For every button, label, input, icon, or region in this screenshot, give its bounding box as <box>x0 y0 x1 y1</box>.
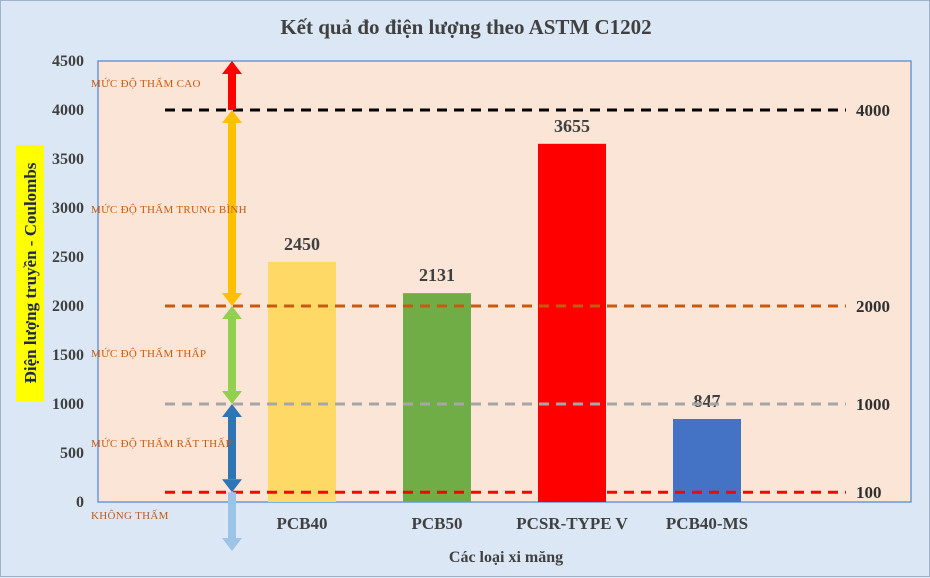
zone-arrow-head-down <box>222 479 242 493</box>
zone-label: MỨC ĐỘ THẤM THẤP <box>91 347 206 360</box>
zone-arrow-head-down <box>222 391 242 404</box>
y-tick-label: 500 <box>60 445 84 462</box>
y-tick-label: 0 <box>76 494 84 511</box>
x-category-label: PCB40 <box>277 514 328 533</box>
x-category-label: PCB50 <box>412 514 463 533</box>
zone-arrow-shaft <box>228 492 236 538</box>
zone-arrow-head-up <box>222 110 242 123</box>
y-tick-label: 2500 <box>52 249 84 266</box>
y-tick-label: 1500 <box>52 347 84 364</box>
bar-value-label: 847 <box>694 391 721 411</box>
zone-arrow-head-down <box>222 538 242 551</box>
y-tick-label: 1000 <box>52 396 84 413</box>
bar-value-label: 3655 <box>554 116 590 136</box>
bar <box>268 261 336 502</box>
threshold-label: 2000 <box>856 297 890 316</box>
y-tick-label: 3500 <box>52 151 84 168</box>
bar <box>403 293 471 502</box>
y-axis-label-highlight <box>16 145 44 401</box>
zone-label: MỨC ĐỘ THẤM CAO <box>91 77 201 90</box>
x-category-label: PCB40-MS <box>666 514 748 533</box>
zone-arrow-head-up <box>222 404 242 417</box>
chart-title: Kết quả đo điện lượng theo ASTM C1202 <box>280 15 651 39</box>
bar-value-label: 2131 <box>419 265 455 285</box>
threshold-label: 1000 <box>856 395 890 414</box>
zone-arrow-shaft <box>228 417 236 480</box>
y-tick-label: 4500 <box>52 53 84 70</box>
threshold-label: 4000 <box>856 101 890 120</box>
y-tick-label: 4000 <box>52 102 84 119</box>
bar-value-label: 2450 <box>284 234 320 254</box>
x-category-label: PCSR-TYPE V <box>516 514 628 533</box>
zone-arrow-head-down <box>222 293 242 306</box>
y-tick-label: 3000 <box>52 200 84 217</box>
y-axis-ticks: 0 500 1000 1500 2000 2500 3000 3500 4000 4500 <box>52 53 84 511</box>
bar <box>538 143 606 502</box>
bar <box>673 418 741 502</box>
zone-label: MỨC ĐỘ THẤM RẤT THẤP <box>91 437 232 450</box>
zone-arrow-shaft <box>228 123 236 293</box>
zone-arrow-head-up <box>222 306 242 319</box>
zone-arrow-head-up <box>222 61 242 74</box>
zone-annotations: MỨC ĐỘ THẤM CAO MỨC ĐỘ THẤM TRUNG BÌNH MỨC… <box>91 61 247 551</box>
bars: 2450 2131 3655 847 <box>268 116 741 502</box>
x-axis-label: Các loại xi măng <box>449 549 563 566</box>
x-axis-categories: PCB40 PCB50 PCSR-TYPE V PCB40-MS <box>277 514 749 533</box>
y-tick-label: 2000 <box>52 298 84 315</box>
threshold-lines: 4000 2000 1000 100 <box>165 101 890 502</box>
zone-label: MỨC ĐỘ THẤM TRUNG BÌNH <box>91 203 247 216</box>
zone-arrow-shaft <box>228 319 236 391</box>
threshold-label: 100 <box>856 483 882 502</box>
y-axis-label: Điện lượng truyền - Coulombs <box>21 162 40 383</box>
y-axis-label-group: Điện lượng truyền - Coulombs <box>16 145 44 401</box>
plot-area <box>97 60 912 503</box>
zone-label: KHÔNG THẤM <box>91 509 169 522</box>
zone-arrow-shaft <box>228 74 236 110</box>
